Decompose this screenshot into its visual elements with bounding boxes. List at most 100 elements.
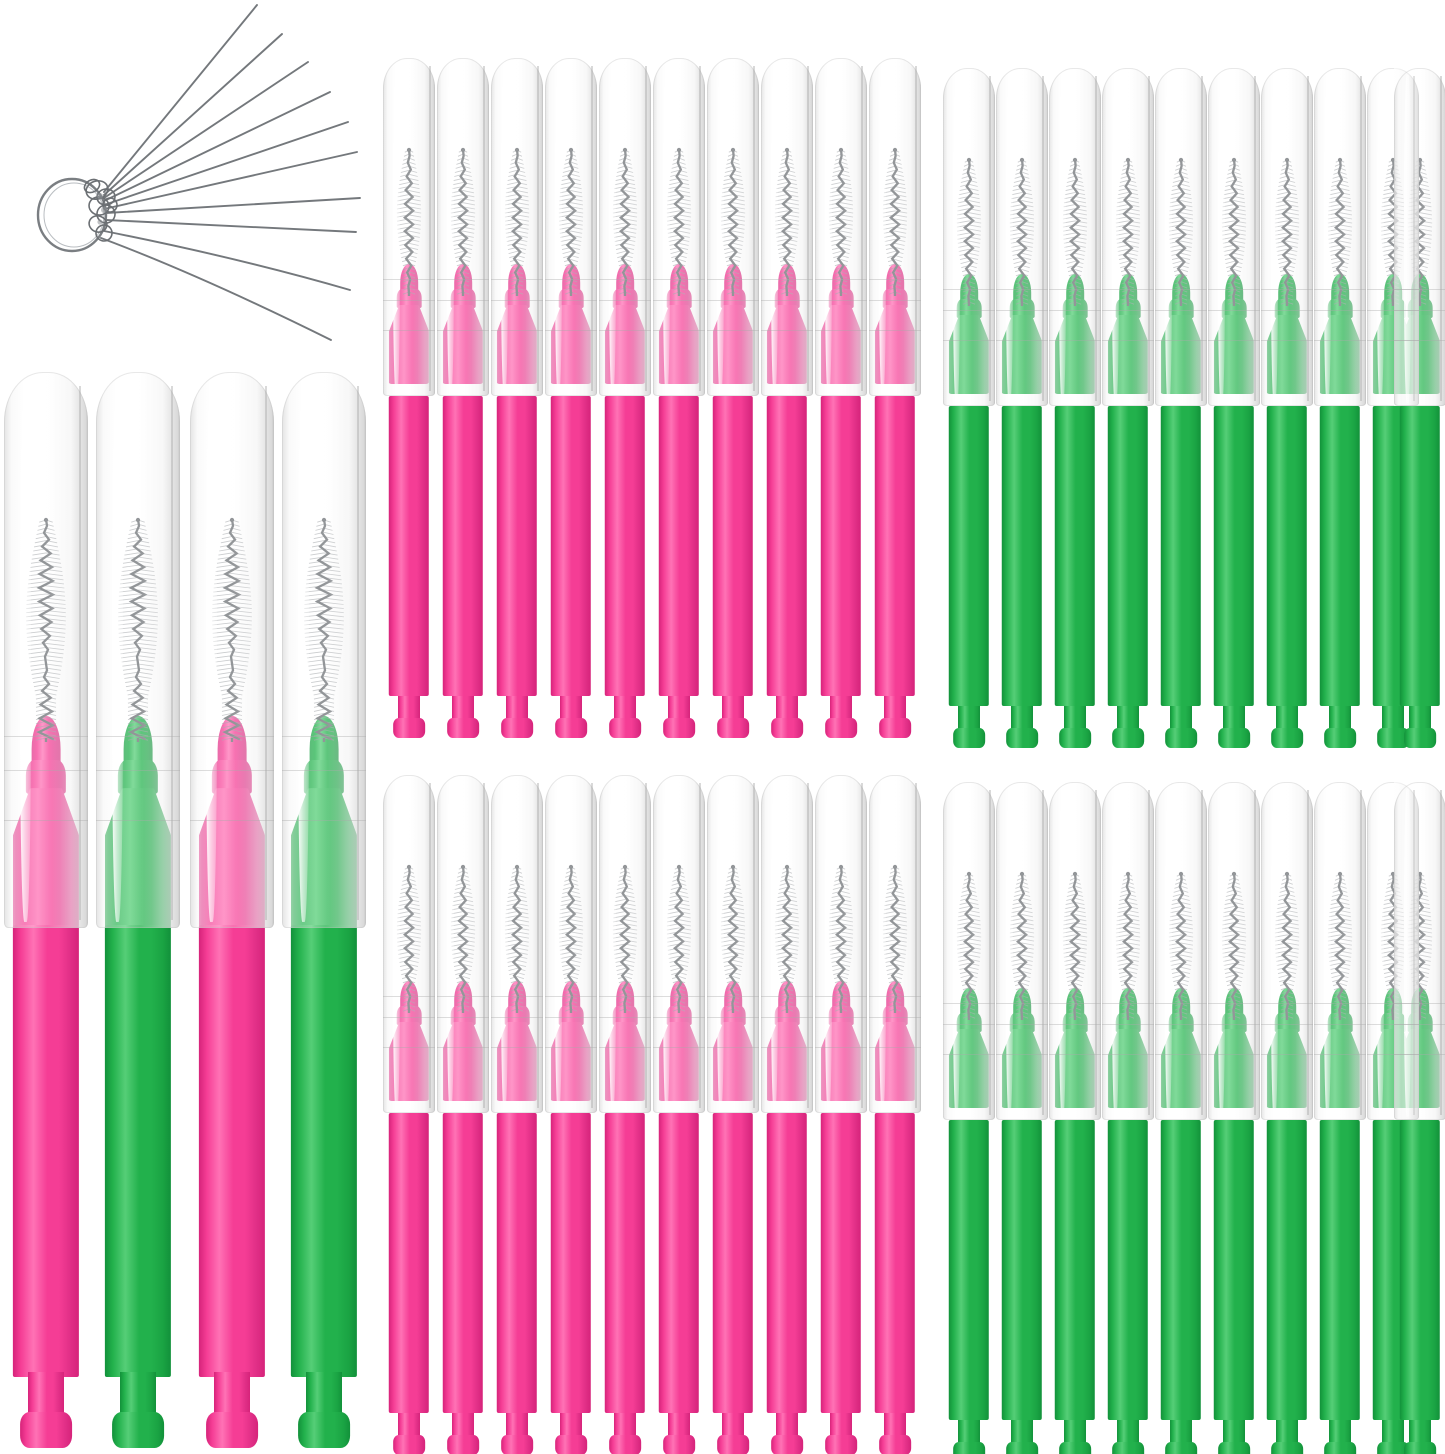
foot-neck — [1409, 706, 1431, 733]
brush-handle — [1107, 1120, 1149, 1420]
cone-flare — [496, 304, 538, 384]
brush-foot — [102, 1372, 174, 1448]
brush-handle — [496, 1113, 538, 1413]
foot-neck — [1117, 1420, 1139, 1447]
cone-flare — [766, 1021, 808, 1101]
brush-nose-cone — [603, 264, 647, 384]
foot-disc — [771, 1434, 803, 1454]
interdental-brush-pink — [491, 775, 543, 1454]
foot-neck — [306, 1372, 342, 1420]
brush-handle — [442, 396, 484, 696]
brush-nose-cone — [657, 264, 701, 384]
brush-foot — [1053, 1420, 1097, 1454]
brush-handle — [1054, 1120, 1096, 1420]
foot-disc — [953, 727, 985, 748]
brush-foot — [819, 1413, 863, 1454]
cone-flare — [1213, 314, 1255, 394]
interdental-brush-green — [1394, 68, 1445, 748]
foot-disc — [1218, 727, 1250, 748]
brush-foot — [495, 696, 539, 738]
foot-disc — [1377, 1441, 1409, 1454]
interdental-brush-green — [1261, 68, 1313, 748]
foot-disc — [953, 1441, 985, 1454]
brush-nose-cone — [1398, 274, 1442, 394]
brush-nose-cone — [947, 988, 991, 1108]
foot-disc — [717, 1434, 749, 1454]
cone-flare — [388, 1021, 430, 1101]
brush-handle — [104, 925, 172, 1377]
foot-disc — [1112, 727, 1144, 748]
cone-flare — [104, 788, 172, 928]
brush-nose-cone — [441, 981, 485, 1101]
brush-handle — [1001, 406, 1043, 706]
interdental-brush-green — [96, 372, 180, 1448]
interdental-brush-pink — [653, 58, 705, 738]
foot-disc — [609, 717, 641, 738]
foot-disc — [1218, 1441, 1250, 1454]
interdental-brush-green — [943, 68, 995, 748]
foot-disc — [1059, 1441, 1091, 1454]
brush-handle — [1160, 406, 1202, 706]
cone-flare — [1107, 314, 1149, 394]
brush-foot — [873, 696, 917, 738]
brush-foot — [947, 1420, 991, 1454]
brush-handle — [766, 1113, 808, 1413]
brush-handle — [604, 1113, 646, 1413]
cone-flare — [1107, 1028, 1149, 1108]
brush-nose-cone — [1318, 274, 1362, 394]
brush-nose-cone — [1265, 988, 1309, 1108]
foot-disc — [663, 717, 695, 738]
foot-neck — [1276, 706, 1298, 733]
cone-flare — [1266, 314, 1308, 394]
interdental-brush-pink — [383, 58, 435, 738]
brush-foot — [1212, 1420, 1256, 1454]
cone-flare — [712, 304, 754, 384]
interdental-brush-green — [1208, 782, 1260, 1454]
brush-handle — [442, 1113, 484, 1413]
brush-foot — [1053, 706, 1097, 748]
cone-flare — [290, 788, 358, 928]
foot-disc — [447, 1434, 479, 1454]
foot-neck — [452, 1413, 474, 1440]
cone-flare — [874, 304, 916, 384]
brush-foot — [1265, 706, 1309, 748]
cone-flare — [948, 1028, 990, 1108]
brush-nose-cone — [947, 274, 991, 394]
brush-nose-cone — [1159, 274, 1203, 394]
foot-disc — [555, 717, 587, 738]
cone-flare — [948, 314, 990, 394]
brush-foot — [387, 696, 431, 738]
brush-foot — [1398, 1420, 1442, 1454]
brush-nose-cone — [819, 981, 863, 1101]
foot-neck — [1011, 706, 1033, 733]
brush-handle — [496, 396, 538, 696]
foot-disc — [447, 717, 479, 738]
brush-nose-cone — [1000, 988, 1044, 1108]
brush-nose-cone — [196, 716, 268, 928]
foot-neck — [1382, 706, 1404, 733]
foot-neck — [506, 696, 528, 723]
brush-handle — [1319, 406, 1361, 706]
foot-neck — [1223, 706, 1245, 733]
brush-foot — [549, 1413, 593, 1454]
cone-flare — [820, 1021, 862, 1101]
foot-disc — [501, 1434, 533, 1454]
foot-disc — [1112, 1441, 1144, 1454]
foot-disc — [1165, 1441, 1197, 1454]
brush-handle — [1213, 1120, 1255, 1420]
foot-neck — [776, 696, 798, 723]
foot-disc — [1271, 727, 1303, 748]
foot-neck — [1117, 706, 1139, 733]
brush-nose-cone — [1318, 988, 1362, 1108]
foot-neck — [884, 696, 906, 723]
brush-bristles — [24, 516, 67, 742]
interdental-brush-pink — [599, 58, 651, 738]
brush-nose-cone — [387, 264, 431, 384]
brush-nose-cone — [711, 981, 755, 1101]
interdental-brush-green — [1049, 782, 1101, 1454]
foot-neck — [1276, 1420, 1298, 1447]
brush-foot — [711, 696, 755, 738]
cone-flare — [1001, 1028, 1043, 1108]
foot-neck — [1011, 1420, 1033, 1447]
